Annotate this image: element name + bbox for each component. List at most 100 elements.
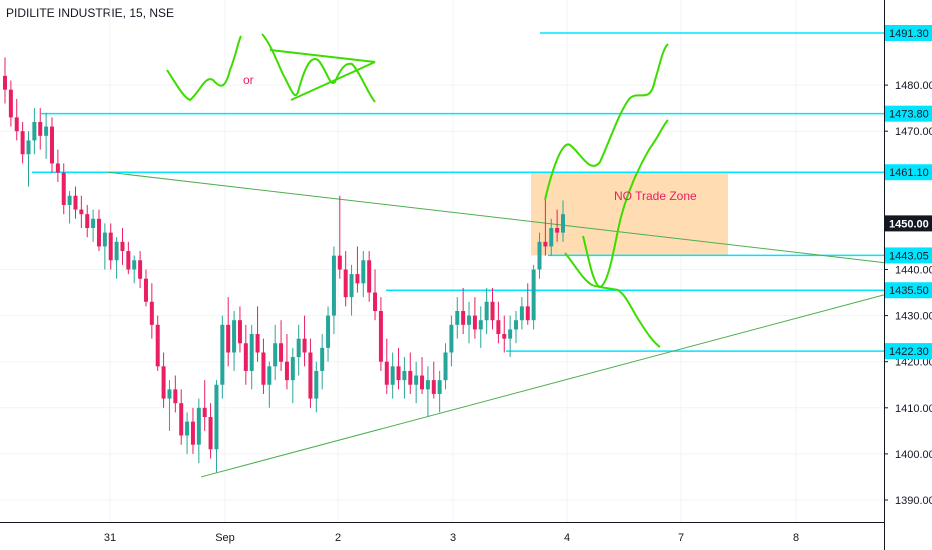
candle-body: [267, 366, 272, 385]
candle-body: [249, 334, 254, 371]
candle-body: [431, 380, 436, 394]
price-badge: [885, 343, 932, 360]
candle-body: [408, 370, 413, 385]
candle-body: [484, 301, 489, 321]
y-tick-label: 1390.00: [895, 495, 932, 507]
candle-body: [443, 352, 448, 381]
sketch-triangle-lower: [290, 61, 376, 101]
candle-body: [202, 407, 207, 418]
candle-body: [26, 140, 31, 155]
candle-body: [502, 334, 507, 339]
candle-body: [308, 352, 313, 399]
price-badge-label: 1443.05: [889, 250, 929, 262]
candle-body: [20, 131, 25, 155]
candle-body: [261, 352, 266, 385]
candle-body: [3, 75, 7, 90]
candle-body: [214, 384, 219, 450]
candle-body: [508, 329, 513, 339]
candle-body: [549, 228, 554, 247]
candle-body: [326, 315, 331, 348]
no-trade-zone-rect: [531, 172, 728, 256]
candle-body: [32, 121, 37, 141]
candle-body: [96, 218, 101, 247]
candle-body: [296, 338, 301, 358]
grid: [0, 0, 884, 522]
x-tick-label: Sep: [215, 532, 235, 544]
candle-body: [367, 260, 372, 293]
no-trade-zone-label: NO Trade Zone: [614, 189, 697, 203]
candle-body: [79, 209, 84, 215]
price-badge: [885, 282, 932, 299]
candle-body: [173, 389, 178, 404]
candle-body: [478, 320, 483, 330]
candle-body: [255, 334, 260, 353]
candle-body: [120, 241, 125, 252]
candle-body: [414, 375, 419, 385]
candle-body: [91, 218, 96, 229]
sketch-path-up-1: [544, 43, 669, 201]
candle-body: [490, 301, 495, 321]
candle-body: [455, 310, 460, 325]
candle-body: [396, 366, 401, 381]
candle-body: [237, 320, 242, 344]
candle-body: [190, 421, 195, 445]
price-badge: [885, 164, 932, 181]
trendline-descending: [107, 171, 885, 264]
price-badge-label: 1450.00: [889, 218, 929, 230]
price-badge-label: 1435.50: [889, 285, 929, 297]
candle-body: [126, 251, 131, 270]
price-badge: [885, 105, 932, 122]
candle-body: [102, 232, 107, 247]
candle-body: [290, 357, 295, 381]
candle-body: [337, 255, 342, 270]
candle-body: [437, 380, 442, 394]
candle-body: [561, 214, 565, 233]
candle-body: [243, 343, 248, 371]
x-tick-label: 7: [678, 532, 684, 544]
candle-body: [373, 292, 378, 311]
trendline-ascending: [200, 294, 885, 478]
candle-body: [537, 241, 542, 270]
candle-body: [361, 260, 366, 284]
candle-body: [38, 121, 43, 136]
candle-body: [279, 343, 284, 362]
candle-body: [167, 389, 172, 399]
candle-body: [496, 320, 501, 335]
candle-body: [196, 407, 201, 445]
y-tick-label: 1480.00: [895, 80, 932, 92]
price-badge: [885, 215, 932, 232]
candles: [3, 57, 565, 473]
candle-body: [425, 380, 430, 390]
candle-body: [208, 417, 213, 450]
candle-body: [114, 241, 119, 261]
candle-body: [85, 214, 90, 229]
y-tick-label: 1400.00: [895, 449, 932, 461]
candle-body: [514, 320, 519, 330]
candle-body: [14, 117, 19, 132]
price-badge: [885, 247, 932, 264]
candle-body: [467, 315, 472, 325]
candle-body: [284, 361, 289, 381]
x-tick-label: 31: [104, 532, 116, 544]
candle-body: [555, 228, 560, 233]
candle-body: [49, 126, 54, 164]
price-badge-label: 1473.80: [889, 109, 929, 121]
candle-body: [343, 269, 348, 298]
candle-body: [185, 421, 190, 436]
x-tick-label: 4: [564, 532, 570, 544]
candle-body: [525, 306, 530, 321]
candle-body: [320, 347, 325, 371]
candle-body: [161, 366, 166, 399]
candle-body: [519, 306, 524, 321]
sketch-path-up-2: [582, 119, 669, 289]
symbol-title: PIDILITE INDUSTRIE, 15, NSE: [6, 6, 175, 20]
candle-body: [302, 338, 307, 353]
price-badge-label: 1461.10: [889, 167, 929, 179]
candle-body: [138, 260, 143, 279]
candle-body: [390, 366, 395, 385]
candle-body: [55, 163, 60, 173]
x-tick-label: 2: [335, 532, 341, 544]
